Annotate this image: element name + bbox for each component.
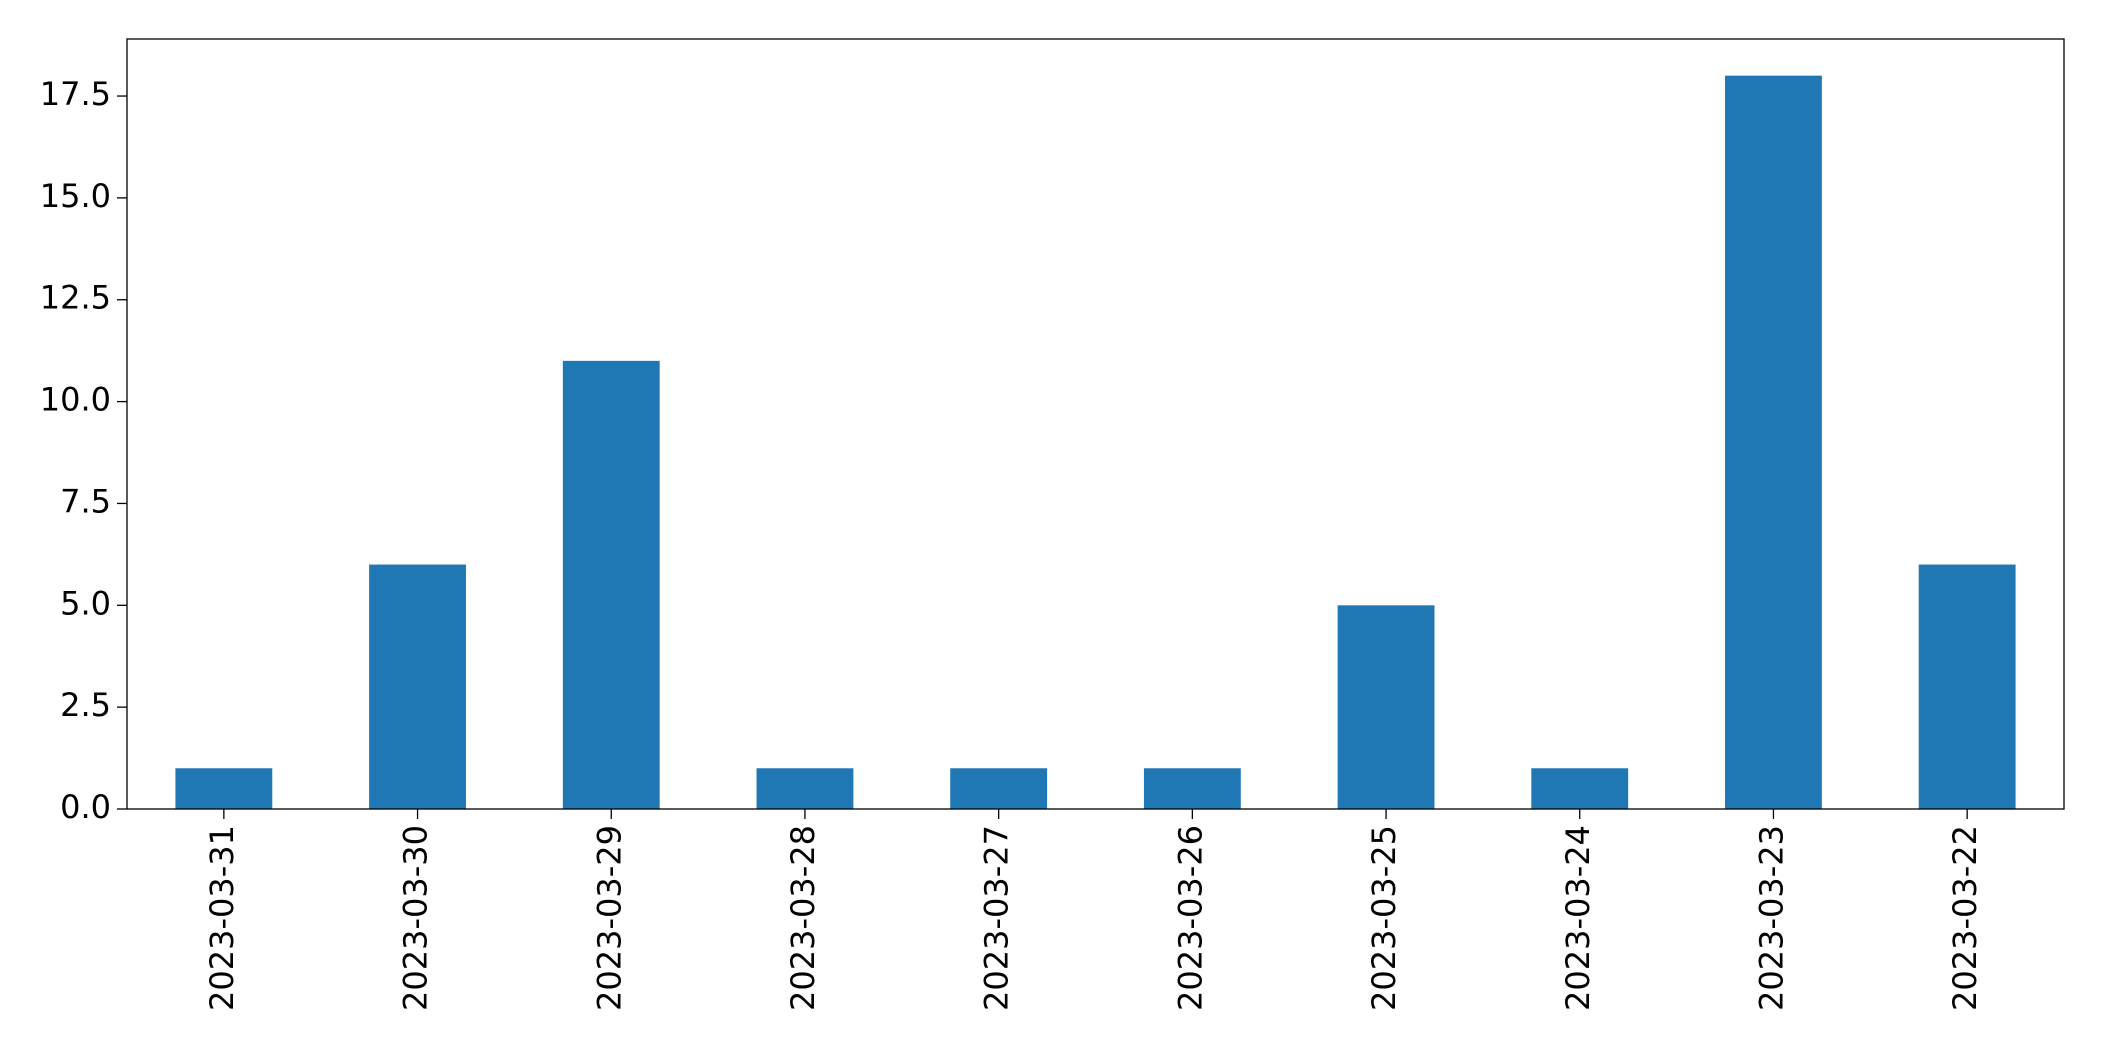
- bar: [1143, 768, 1241, 809]
- y-tick-label: 15.0: [40, 177, 111, 215]
- plot-frame: [126, 38, 2065, 810]
- bar: [369, 564, 466, 809]
- x-tick-label: 2023-03-31: [203, 825, 241, 1011]
- bar: [1918, 564, 2016, 809]
- bar: [950, 768, 1048, 809]
- x-tick-label: 2023-03-24: [1559, 825, 1597, 1011]
- bar: [1531, 768, 1629, 809]
- x-tick-label: 2023-03-26: [1171, 825, 1209, 1011]
- y-tick-label: 10.0: [40, 381, 111, 419]
- x-tick-label: 2023-03-22: [1946, 825, 1984, 1011]
- y-tick-label: 12.5: [40, 279, 111, 317]
- bar: [756, 768, 854, 809]
- x-tick-label: 2023-03-30: [397, 825, 435, 1011]
- bar: [562, 360, 660, 809]
- y-tick-label: 7.5: [60, 482, 111, 520]
- y-tick-label: 0.0: [60, 788, 111, 826]
- y-tick-label: 17.5: [40, 75, 111, 113]
- x-tick-label: 2023-03-29: [590, 825, 628, 1011]
- bar: [1337, 605, 1435, 809]
- bar: [175, 768, 273, 809]
- x-tick-label: 2023-03-27: [978, 825, 1016, 1011]
- x-tick-label: 2023-03-25: [1365, 825, 1403, 1011]
- y-tick-label: 2.5: [60, 686, 111, 724]
- y-tick-label: 5.0: [60, 584, 111, 622]
- x-tick-label: 2023-03-28: [784, 825, 822, 1011]
- bar: [1725, 75, 1822, 809]
- x-tick-label: 2023-03-23: [1752, 825, 1790, 1011]
